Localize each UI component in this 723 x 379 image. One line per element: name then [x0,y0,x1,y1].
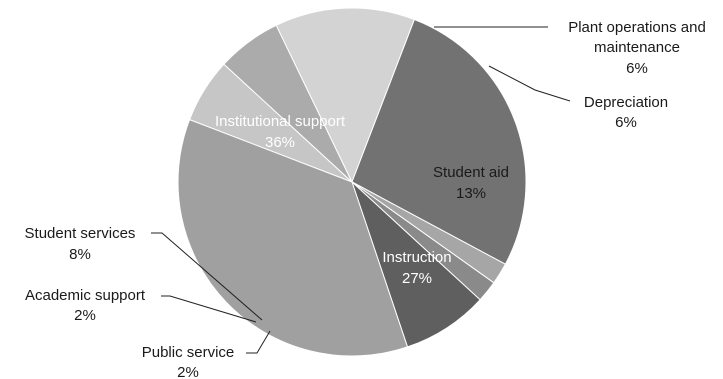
label-depreciation: Depreciation [584,94,668,111]
label-plant-operations-pct: 6% [626,60,648,77]
leader-line-public-service [246,330,271,354]
label-academic-support: Academic support [25,287,146,304]
label-student-services: Student services [25,225,136,242]
label-instruction-pct: 27% [402,270,432,287]
label-student-aid: Student aid [433,164,509,181]
label-student-services-pct: 8% [69,246,91,263]
label-student-aid-pct: 13% [456,185,486,202]
label-depreciation-pct: 6% [615,114,637,131]
leader-line-depreciation [488,65,571,102]
label-institutional-support: Institutional support [215,113,346,130]
label-plant-operations-line1: Plant operations and [568,19,706,36]
label-instruction: Instruction [382,249,451,266]
label-institutional-support-pct: 36% [265,134,295,151]
pie-slices [177,7,527,357]
slice-labels: Plant operations and maintenance 6% Depr… [25,19,706,379]
leader-lines [151,26,571,354]
label-public-service: Public service [142,344,235,361]
label-plant-operations-line2: maintenance [594,39,680,56]
label-public-service-pct: 2% [177,364,199,379]
label-academic-support-pct: 2% [74,307,96,324]
leader-line-academic-support [161,295,257,323]
slice-instruction [351,18,527,265]
leader-line-student-services [151,232,263,321]
slice-student-aid [275,7,416,184]
